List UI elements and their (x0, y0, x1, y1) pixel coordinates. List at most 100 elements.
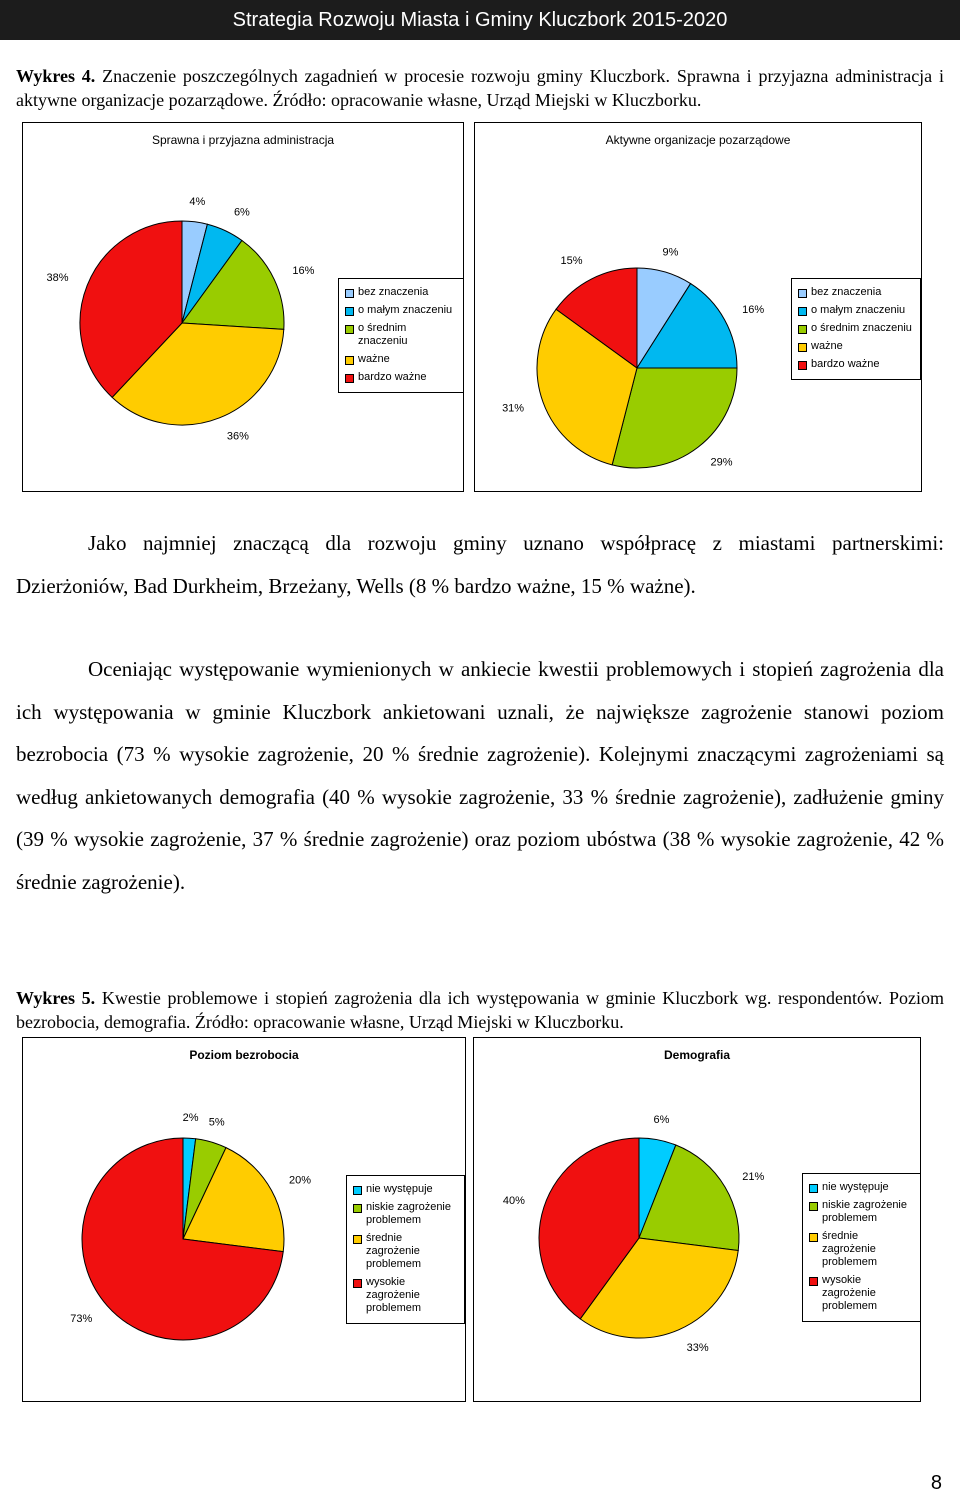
legend-item: bardzo ważne (345, 371, 457, 384)
legend-item: bez znaczenia (798, 286, 914, 299)
pie-chart: 2% 5% 20% 73% (70, 1112, 311, 1341)
value-label: 36% (227, 430, 249, 442)
legend-label: bardzo ważne (358, 371, 427, 383)
legend-label: o małym znaczeniu (358, 304, 453, 316)
legend-swatch (798, 325, 807, 334)
legend-swatch (798, 307, 807, 316)
pie-slice (611, 367, 738, 469)
value-label: 6% (234, 207, 250, 219)
caption-text: Kwestie problemowe i stopień zagrożenia … (16, 988, 945, 1032)
page-number: 8 (930, 1472, 942, 1494)
pie-slice (181, 239, 285, 330)
pie-slice (636, 282, 738, 369)
header: Strategia Rozwoju Miasta i Gminy Kluczbo… (0, 0, 960, 40)
legend: nie występuje niskie zagrożenie problemem… (346, 1175, 465, 1324)
legend-item: ważne (798, 340, 914, 353)
caption-label: Wykres 5. (16, 988, 96, 1008)
value-label: 6% (654, 1114, 670, 1126)
value-label: 4% (189, 196, 205, 208)
legend-label: bardzo ważne (811, 358, 880, 370)
caption-label: Wykres 4. (16, 66, 96, 86)
pie-chart: 4% 6% 16% 36% 38% (47, 196, 315, 442)
value-label: 16% (292, 265, 314, 277)
caption: Wykres 4. Znaczenie poszczególnych zagad… (16, 64, 944, 112)
legend-item: niskie zagrożenie problemem (353, 1201, 458, 1227)
legend-label: o średnim znaczeniu (811, 322, 912, 334)
chart-box: Aktywne organizacje pozarządowe 9% 16% 29% 3… (474, 122, 922, 492)
legend-label: wysokie zagrożenie problemem (822, 1274, 878, 1312)
value-label: 33% (687, 1342, 709, 1354)
legend-item: ważne (345, 353, 457, 366)
caption: Wykres 5. Kwestie problemowe i stopień z… (16, 986, 944, 1034)
legend-swatch (798, 343, 807, 352)
pie-slice (111, 322, 285, 426)
legend-swatch (345, 325, 354, 334)
pie-slice (638, 1144, 740, 1252)
legend-item: wysokie zagrożenie problemem (353, 1276, 458, 1315)
legend-item: średnie zagrożenie problemem (353, 1232, 458, 1271)
legend-item: bardzo ważne (798, 358, 914, 371)
legend-item: o średnim znaczeniu (345, 322, 457, 348)
chart-box: Demografia 6% 21% 33% 40% nie występuje niskie… (473, 1037, 921, 1402)
paragraph: Oceniając występowanie wymienionych w an… (16, 657, 944, 894)
pie-slice (536, 308, 638, 466)
legend-swatch (809, 1202, 818, 1211)
legend: bez znaczenia o małym znaczeniu o średnim … (791, 278, 921, 380)
value-label: 2% (183, 1112, 199, 1124)
legend-label: nie występuje (822, 1181, 889, 1193)
value-label: 15% (560, 255, 582, 267)
legend-label: bez znaczenia (358, 286, 429, 298)
legend-label: ważne (358, 353, 390, 365)
chart-box: Sprawna i przyjazna administracja 4% 6% 16%… (22, 122, 464, 492)
value-label: 73% (70, 1313, 92, 1325)
legend-item: o małym znaczeniu (798, 304, 914, 317)
pie-slice (538, 1137, 640, 1320)
legend-label: niskie zagrożenie problemem (366, 1201, 451, 1226)
legend-swatch (353, 1279, 362, 1288)
legend-swatch (345, 307, 354, 316)
value-label: 38% (47, 272, 69, 284)
legend-swatch (353, 1204, 362, 1213)
legend-item: nie występuje (353, 1183, 458, 1196)
legend-item: niskie zagrożenie problemem (809, 1199, 914, 1225)
pie-slice (79, 220, 183, 399)
legend-label: ważne (811, 340, 843, 352)
legend: bez znaczenia o małym znaczeniu o średnim … (338, 278, 464, 393)
legend-label: o średnim znaczeniu (358, 322, 408, 347)
pie-slice (579, 1237, 739, 1339)
paragraph: Jako najmniej znaczącą dla rozwoju gminy… (16, 531, 944, 598)
chart-title: Demografia (663, 1048, 731, 1062)
legend-swatch (345, 289, 354, 298)
legend-label: średnie zagrożenie problemem (822, 1230, 878, 1268)
value-label: 29% (711, 457, 733, 469)
legend-label: niskie zagrożenie problemem (822, 1199, 907, 1224)
legend-swatch (353, 1186, 362, 1195)
legend-label: wysokie zagrożenie problemem (366, 1276, 422, 1314)
value-label: 16% (742, 304, 764, 316)
legend-label: bez znaczenia (811, 286, 882, 298)
legend-label: średnie zagrożenie problemem (366, 1232, 422, 1270)
pie-slice (555, 267, 638, 369)
chart-title: Sprawna i przyjazna administracja (151, 133, 335, 147)
legend-swatch (809, 1277, 818, 1286)
pie-slice (81, 1137, 284, 1341)
pie-chart: 9% 16% 29% 31% 15% (502, 247, 764, 469)
legend-swatch (798, 289, 807, 298)
pie-slice (182, 1146, 285, 1253)
legend-item: o średnim znaczeniu (798, 322, 914, 335)
legend-swatch (809, 1233, 818, 1242)
legend-swatch (798, 361, 807, 370)
legend-item: średnie zagrożenie problemem (809, 1230, 914, 1269)
chart-title: Poziom bezrobocia (189, 1048, 299, 1062)
chart-box: Poziom bezrobocia 2% 5% 20% 73% nie występuje… (22, 1037, 466, 1402)
legend-item: o małym znaczeniu (345, 304, 457, 317)
legend-label: o małym znaczeniu (811, 304, 906, 316)
value-label: 5% (209, 1117, 225, 1129)
value-label: 20% (289, 1175, 311, 1187)
legend-swatch (345, 374, 354, 383)
pie-chart: 6% 21% 33% 40% (503, 1114, 765, 1354)
value-label: 31% (502, 403, 524, 415)
legend-item: nie występuje (809, 1181, 914, 1194)
value-label: 40% (503, 1195, 525, 1207)
